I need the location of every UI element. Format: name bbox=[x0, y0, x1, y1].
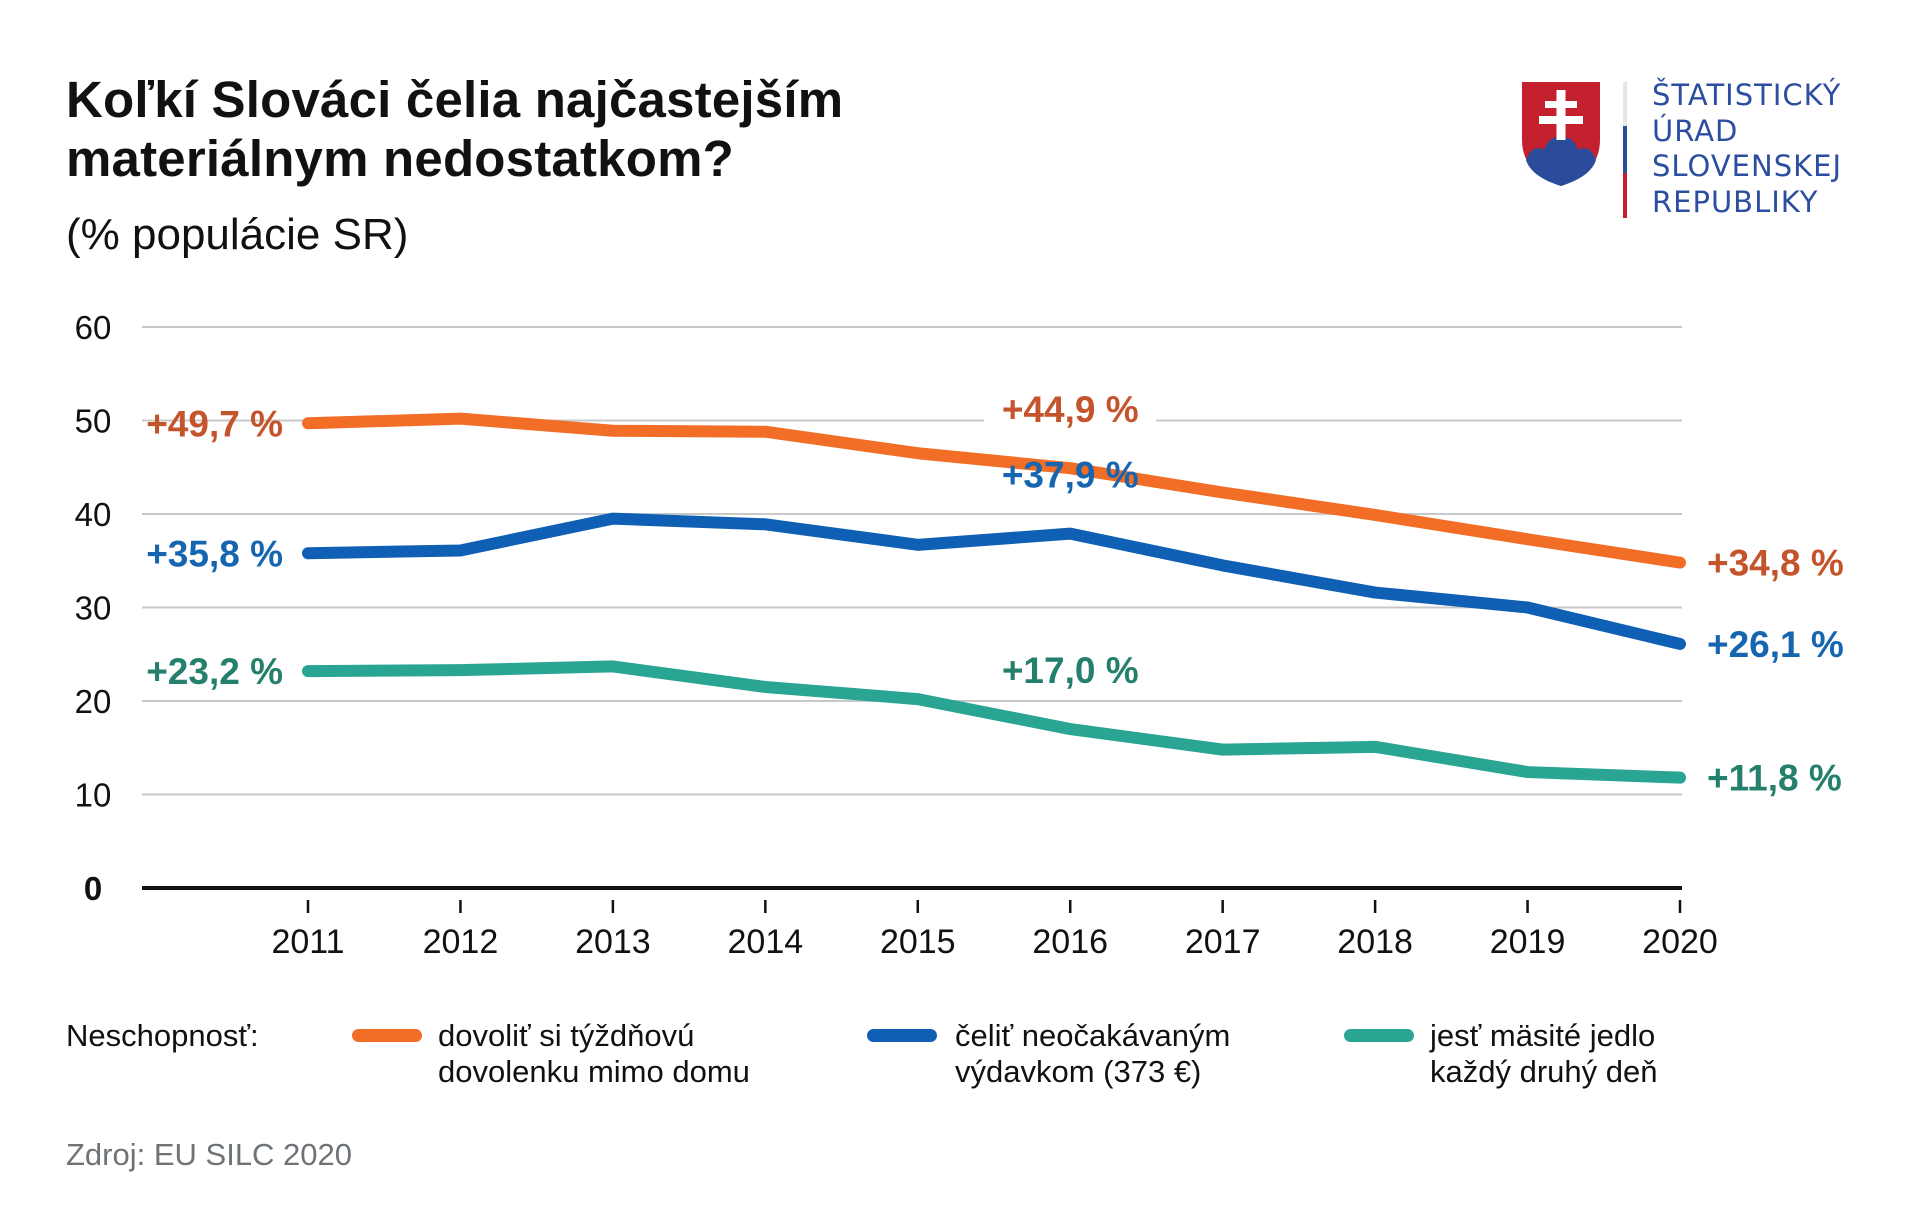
legend-label-line: dovolenku mimo domu bbox=[438, 1054, 750, 1089]
legend-swatch-teal bbox=[1344, 1029, 1414, 1042]
data-labels: +49,7 % +44,9 % +34,8 % +35,8 % +37,9 % +26,1… bbox=[146, 389, 1844, 798]
legend-label-line: jesť mäsité jedlo bbox=[1430, 1018, 1656, 1053]
y-tick-label: 40 bbox=[75, 496, 112, 533]
legend-label-line: výdavkom (373 €) bbox=[955, 1054, 1202, 1089]
y-axis-ticks: 0 10 20 30 40 50 60 bbox=[75, 309, 112, 907]
x-tick-label: 2015 bbox=[880, 923, 956, 961]
shield-hills bbox=[1526, 137, 1596, 186]
data-label: +17,0 % bbox=[1002, 650, 1139, 691]
series-line bbox=[302, 512, 1686, 650]
y-tick-label: 50 bbox=[75, 403, 112, 440]
logo-text-line: SLOVENSKEJ bbox=[1652, 149, 1843, 183]
legend-title: Neschopnosť: bbox=[66, 1018, 259, 1053]
legend-label: čeliť neočakávaným výdavkom (373 €) bbox=[955, 1018, 1230, 1090]
x-tick-label: 2013 bbox=[575, 923, 651, 961]
data-label: +23,2 % bbox=[146, 651, 283, 692]
y-tick-label: 30 bbox=[75, 590, 112, 627]
series-line bbox=[302, 412, 1686, 569]
logo-text: ŠTATISTICKÝ ÚRAD SLOVENSKEJ REPUBLIKY bbox=[1652, 78, 1842, 220]
y-tick-label: 60 bbox=[75, 309, 112, 346]
x-tick-label: 2016 bbox=[1032, 923, 1108, 961]
data-label: +35,8 % bbox=[146, 533, 283, 574]
chart-title-line-2: materiálnym nedostatkom? bbox=[66, 130, 734, 187]
chart-subtitle: (% populácie SR) bbox=[66, 210, 409, 259]
series-lines bbox=[302, 412, 1686, 784]
slovak-coat-of-arms-icon bbox=[1522, 82, 1627, 218]
data-label: +37,9 % bbox=[1002, 455, 1139, 496]
data-label: +34,8 % bbox=[1707, 543, 1844, 584]
data-label: +49,7 % bbox=[146, 403, 283, 444]
flag-bar-blue bbox=[1623, 126, 1627, 173]
y-tick-label: 10 bbox=[75, 777, 112, 814]
x-tick-label: 2011 bbox=[271, 923, 344, 961]
x-axis: 2011 2012 2013 2014 2015 2016 2017 2018 2019 2020 bbox=[142, 886, 1718, 961]
chart-title: Koľkí Slováci čelia najčastejším materiá… bbox=[66, 70, 843, 188]
x-tick-label: 2019 bbox=[1490, 923, 1566, 961]
x-tick-label: 2012 bbox=[423, 923, 499, 961]
x-tick-label: 2020 bbox=[1642, 923, 1718, 961]
logo-text-line: ÚRAD bbox=[1652, 113, 1739, 148]
legend-label-line: dovoliť si týždňovú bbox=[438, 1018, 695, 1053]
statistical-office-logo: ŠTATISTICKÝ ÚRAD SLOVENSKEJ REPUBLIKY bbox=[1520, 78, 1900, 228]
chart-title-line-1: Koľkí Slováci čelia najčastejším bbox=[66, 71, 844, 128]
flag-bar-red bbox=[1623, 173, 1627, 218]
data-label-background bbox=[984, 388, 1157, 433]
series-line bbox=[302, 660, 1686, 784]
y-tick-label: 20 bbox=[75, 683, 112, 720]
double-cross bbox=[1539, 90, 1583, 140]
legend-label-line: čeliť neočakávaným bbox=[955, 1018, 1231, 1053]
x-tick-label: 2018 bbox=[1337, 923, 1413, 961]
data-label: +11,8 % bbox=[1707, 758, 1842, 799]
source-note: Zdroj: EU SILC 2020 bbox=[66, 1137, 353, 1172]
data-label: +44,9 % bbox=[1002, 389, 1139, 430]
legend-swatch-blue bbox=[867, 1029, 937, 1042]
flag-bar-white bbox=[1623, 82, 1627, 126]
logo-text-line: REPUBLIKY bbox=[1652, 184, 1819, 219]
x-tick-label: 2014 bbox=[728, 923, 804, 961]
gridlines bbox=[142, 326, 1682, 796]
legend-swatch-orange bbox=[352, 1029, 422, 1042]
legend-label: dovoliť si týždňovú dovolenku mimo domu bbox=[438, 1018, 750, 1090]
y-tick-label: 0 bbox=[84, 870, 102, 907]
logo-text-line: ŠTATISTICKÝ bbox=[1652, 78, 1842, 112]
data-label: +26,1 % bbox=[1707, 624, 1844, 665]
legend-label: jesť mäsité jedlo každý druhý deň bbox=[1430, 1018, 1657, 1090]
x-tick-label: 2017 bbox=[1185, 923, 1261, 961]
data-label-background bbox=[984, 649, 1157, 694]
legend-label-line: každý druhý deň bbox=[1430, 1054, 1658, 1089]
